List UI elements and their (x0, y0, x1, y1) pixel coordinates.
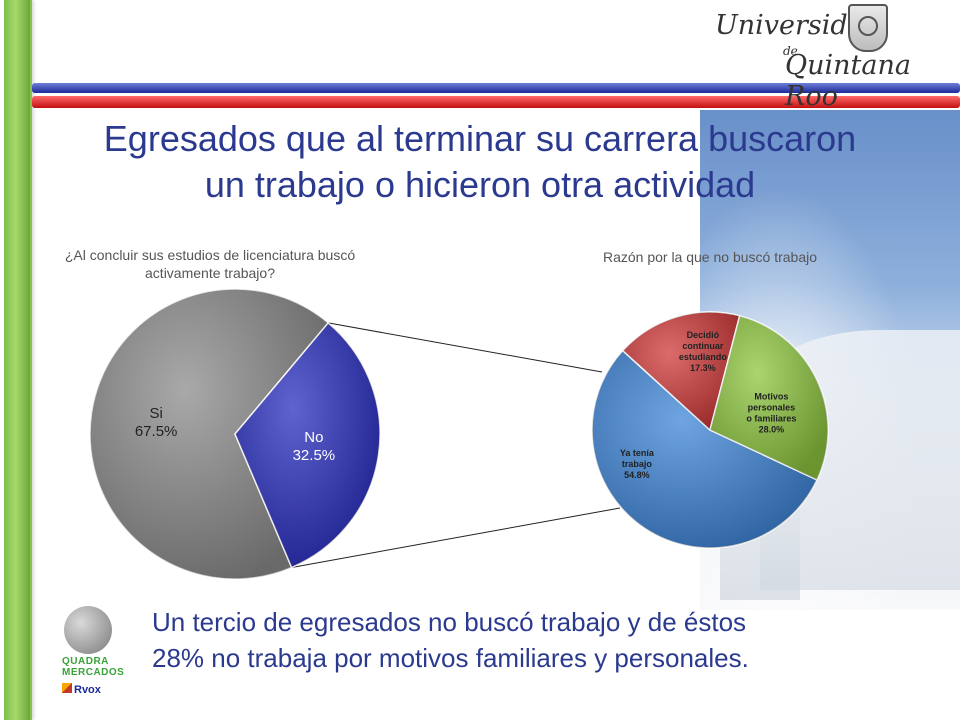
slice-label-decidio-continuar-estudiando: Decidió (687, 330, 720, 340)
slice-value-no: 32.5% (293, 447, 336, 464)
summary-line-2: 28% no trabaja por motivos familiares y … (152, 643, 749, 673)
pie-slice-shade (622, 312, 740, 430)
slide-title: Egresados que al terminar su carrera bus… (40, 116, 920, 208)
sponsor-sub: Rvox (74, 684, 101, 696)
sponsor-name-line-2: MERCADOS (62, 667, 125, 678)
slice-label-decidio-continuar-estudiando: continuar (682, 341, 723, 351)
slice-label-motivos-personales-o-familiares: Motivos (754, 391, 788, 401)
slice-label-decidio-continuar-estudiando: estudiando (679, 352, 728, 362)
pie-slice-shade (235, 322, 380, 568)
sponsor-name-line-1: QUADRA (62, 656, 109, 667)
slice-value-ya-tenia-trabajo: 54.8% (624, 470, 650, 480)
slice-label-ya-tenia-trabajo: trabajo (622, 459, 653, 469)
summary-text: Un tercio de egresados no buscó trabajo … (152, 604, 912, 676)
header-band-blue (32, 83, 960, 93)
connector-line-bottom (291, 507, 621, 568)
right-chart-title: Razón por la que no buscó trabajo (602, 249, 818, 265)
quadra-circle-icon (64, 606, 112, 654)
logo-line-2: de (783, 44, 798, 58)
pie-slice-shade (592, 350, 817, 548)
slice-label-si: Si (149, 405, 162, 422)
title-line-1: Egresados que al terminar su carrera bus… (103, 118, 857, 159)
slice-label-no: No (304, 429, 323, 446)
sponsor-name: QUADRA MERCADOS (62, 656, 124, 678)
title-line-2: un trabajo o hicieron otra actividad (204, 164, 756, 205)
slice-label-ya-tenia-trabajo: Ya tenía (620, 448, 655, 458)
slice-label-motivos-personales-o-familiares: personales (748, 402, 796, 412)
university-crest-icon (848, 4, 888, 52)
logo-line-3: Quintana Roo (785, 50, 911, 112)
slice-value-decidio-continuar-estudiando: 17.3% (690, 363, 716, 373)
quadra-mercados-logo: QUADRA MERCADOS Rvox (60, 606, 124, 706)
slice-value-motivos-personales-o-familiares: 28.0% (759, 424, 785, 434)
pie-slice-shade (89, 288, 329, 579)
left-chart-title: ¿Al concluir sus estudios de licenciatur… (64, 247, 356, 281)
connector-lines (291, 322, 621, 568)
pie-slice-shade (710, 315, 828, 480)
rvox-cube-icon (62, 683, 72, 693)
slice-value-si: 67.5% (135, 423, 178, 440)
left-accent-bar (4, 0, 32, 720)
summary-line-1: Un tercio de egresados no buscó trabajo … (152, 607, 747, 637)
slice-label-motivos-personales-o-familiares: o familiares (746, 413, 796, 423)
header-band-red (32, 96, 960, 108)
connector-line-top (328, 322, 603, 373)
